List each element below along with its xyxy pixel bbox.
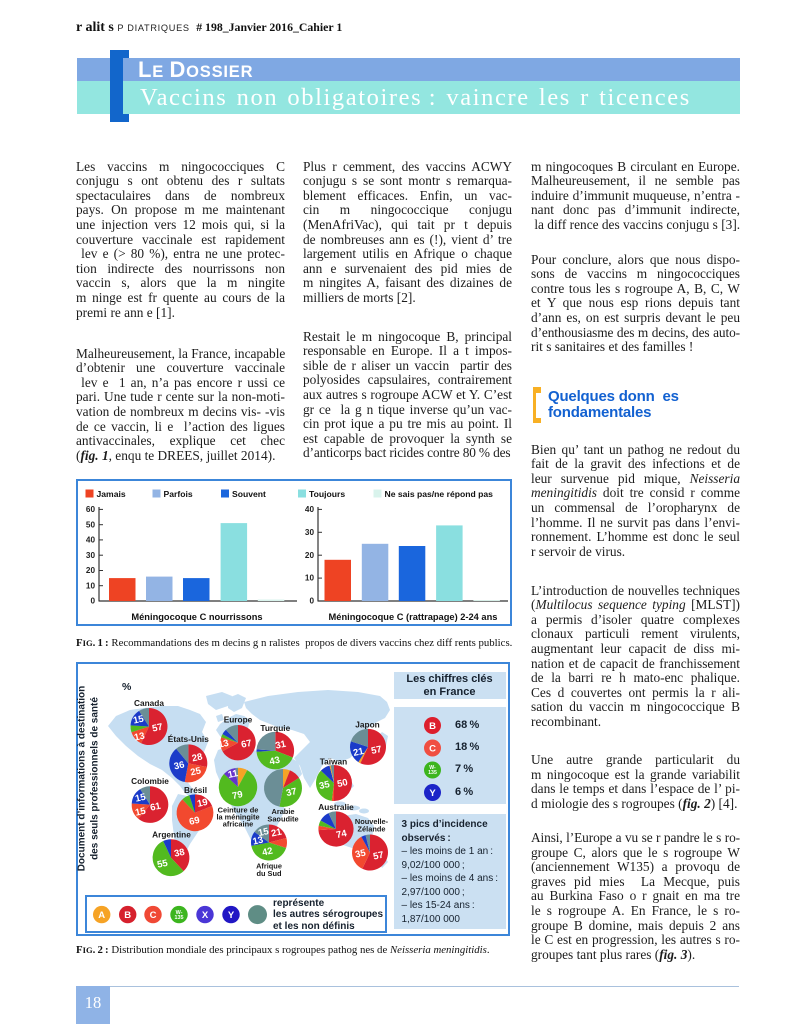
svg-text:Turquie: Turquie — [260, 723, 290, 733]
svg-text:Y: Y — [228, 910, 235, 921]
svg-text:Colombie: Colombie — [131, 776, 169, 786]
svg-text:20: 20 — [86, 566, 96, 575]
svg-text:35: 35 — [318, 779, 331, 792]
svg-text:Souvent: Souvent — [232, 489, 266, 499]
svg-text:135: 135 — [428, 770, 437, 776]
svg-text:15: 15 — [134, 806, 147, 819]
svg-text:B: B — [124, 910, 131, 921]
svg-text:W-: W- — [176, 910, 183, 916]
svg-text:africaine: africaine — [223, 820, 253, 829]
svg-text:Méningocoque C (rattrapage) 2-: Méningocoque C (rattrapage) 2-24 ans — [329, 612, 498, 622]
svg-text:Argentine: Argentine — [152, 830, 191, 840]
svg-text:74: 74 — [335, 828, 348, 841]
svg-text:0: 0 — [309, 597, 314, 606]
svg-text:Parfois: Parfois — [164, 489, 193, 499]
svg-text:Nouvelle-: Nouvelle- — [355, 817, 389, 826]
svg-text:États-Unis: États-Unis — [168, 734, 209, 744]
svg-text:0: 0 — [90, 597, 95, 606]
svg-text:Toujours: Toujours — [309, 489, 345, 499]
svg-text:50: 50 — [336, 777, 349, 790]
svg-text:40: 40 — [86, 536, 96, 545]
svg-text:la méningite: la méningite — [216, 813, 259, 822]
svg-text:21: 21 — [270, 826, 283, 839]
svg-text:57: 57 — [372, 850, 385, 863]
svg-text:10: 10 — [305, 574, 315, 583]
svg-text:30: 30 — [86, 551, 96, 560]
svg-text:W-: W- — [429, 765, 436, 771]
svg-text:Japon: Japon — [355, 719, 379, 729]
svg-text:36: 36 — [173, 759, 186, 772]
svg-text:Brésil: Brésil — [184, 785, 207, 795]
svg-text:11: 11 — [227, 768, 240, 781]
svg-text:15: 15 — [134, 792, 147, 805]
svg-text:13: 13 — [217, 738, 230, 751]
svg-text:135: 135 — [175, 915, 184, 921]
svg-text:C: C — [150, 910, 157, 921]
svg-text:15: 15 — [257, 826, 270, 839]
svg-text:35: 35 — [354, 847, 367, 860]
svg-text:55: 55 — [156, 858, 169, 871]
svg-text:19: 19 — [196, 797, 209, 810]
svg-text:Afrique: Afrique — [256, 862, 282, 871]
svg-text:28: 28 — [191, 751, 204, 764]
svg-text:15: 15 — [132, 713, 145, 726]
svg-text:13: 13 — [133, 731, 146, 744]
svg-text:43: 43 — [268, 755, 281, 768]
svg-text:Zélande: Zélande — [358, 825, 386, 834]
svg-text:21: 21 — [352, 746, 365, 759]
svg-text:31: 31 — [274, 739, 287, 752]
svg-text:Méningocoque C nourrissons: Méningocoque C nourrissons — [131, 612, 262, 622]
svg-text:X: X — [202, 910, 209, 921]
svg-text:61: 61 — [149, 801, 162, 814]
svg-text:60: 60 — [86, 505, 96, 514]
svg-text:42: 42 — [261, 846, 274, 859]
svg-text:Australie: Australie — [318, 802, 354, 812]
svg-text:20: 20 — [305, 551, 315, 560]
svg-text:Saoudite: Saoudite — [267, 815, 298, 824]
svg-text:Canada: Canada — [134, 698, 164, 708]
svg-text:Ne sais pas/ne répond pas: Ne sais pas/ne répond pas — [385, 489, 494, 499]
svg-text:C: C — [429, 744, 436, 755]
svg-text:57: 57 — [151, 722, 164, 735]
svg-text:50: 50 — [86, 520, 96, 529]
svg-text:Jamais: Jamais — [97, 489, 126, 499]
svg-text:38: 38 — [173, 847, 186, 860]
svg-text:B: B — [429, 721, 436, 732]
svg-text:57: 57 — [370, 744, 383, 757]
svg-text:Taïwan: Taïwan — [320, 757, 348, 767]
svg-text:Arabie: Arabie — [271, 807, 294, 816]
svg-text:67: 67 — [240, 738, 253, 751]
svg-text:30: 30 — [305, 528, 315, 537]
svg-text:40: 40 — [305, 505, 315, 514]
svg-text:Europe: Europe — [224, 715, 253, 725]
svg-text:69: 69 — [188, 815, 201, 828]
svg-text:10: 10 — [86, 581, 96, 590]
svg-text:Y: Y — [429, 788, 436, 799]
svg-text:13: 13 — [252, 835, 265, 848]
svg-text:Ceinture de: Ceinture de — [218, 806, 259, 815]
svg-text:79: 79 — [231, 789, 244, 802]
svg-text:25: 25 — [189, 765, 202, 778]
svg-text:37: 37 — [285, 786, 298, 799]
svg-text:A: A — [98, 910, 105, 921]
svg-text:du Sud: du Sud — [256, 869, 282, 878]
